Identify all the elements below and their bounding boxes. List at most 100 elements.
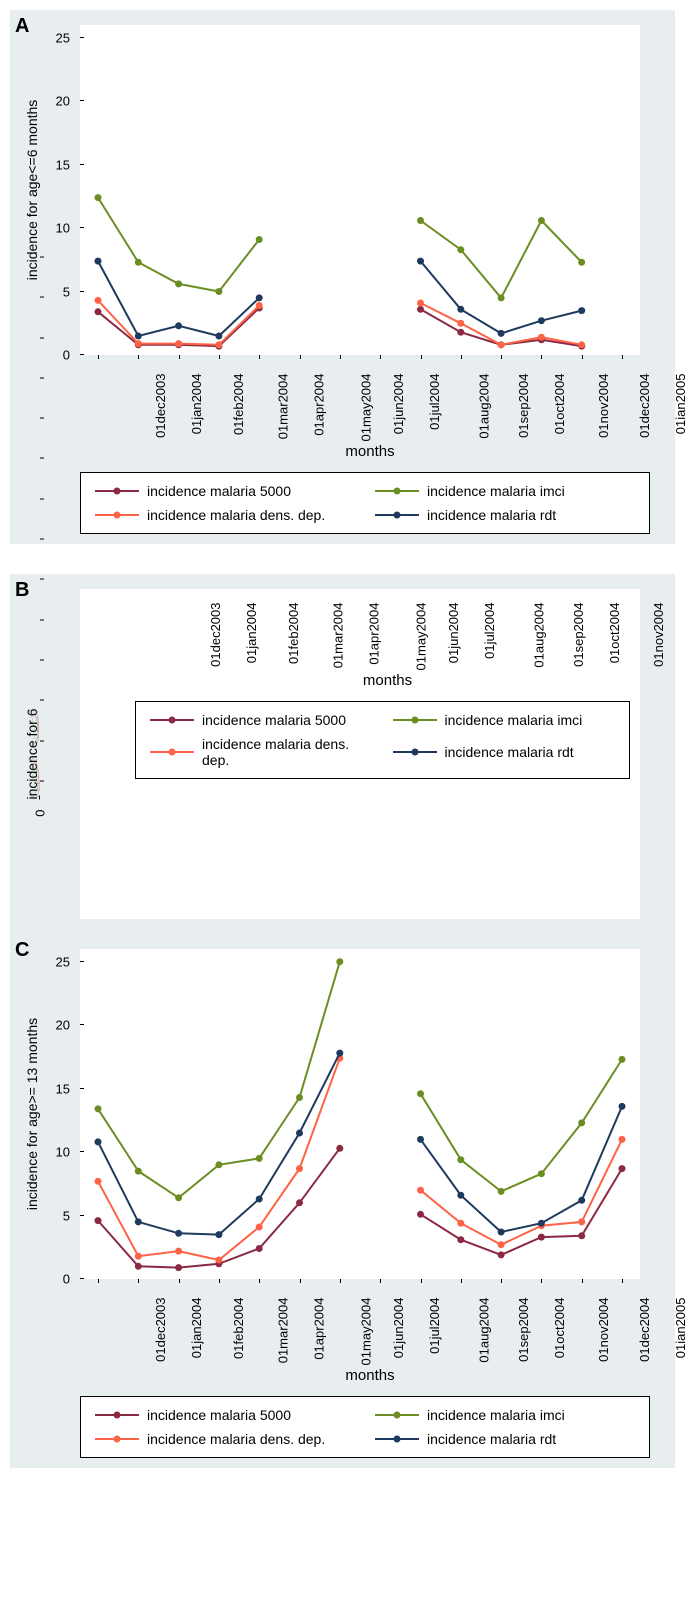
plot-region: incidence for age>= 13 months 0510152025 bbox=[80, 949, 640, 1279]
legend-swatch bbox=[95, 490, 139, 492]
legend-swatch bbox=[375, 1438, 419, 1440]
x-tick-label: 01dec2003 bbox=[208, 603, 223, 667]
x-tick-mark bbox=[300, 355, 301, 359]
x-tick-label: 01jan2004 bbox=[190, 1298, 205, 1359]
legend-label: incidence malaria imci bbox=[427, 483, 565, 499]
x-tick-mark bbox=[179, 355, 180, 359]
x-tick-label: 01jan2005 bbox=[673, 374, 685, 435]
y-tick-label: 20 bbox=[40, 94, 70, 109]
y-tick-label: 10 bbox=[40, 1145, 70, 1160]
legend-label: incidence malaria 5000 bbox=[202, 712, 346, 728]
chart-svg bbox=[80, 949, 640, 1279]
x-tick-mark bbox=[582, 1279, 583, 1283]
x-tick-mark bbox=[40, 377, 44, 378]
legend-label: incidence malaria dens. dep. bbox=[147, 1431, 325, 1447]
x-tick-label: 01mar2004 bbox=[330, 603, 345, 669]
x-tick-mark bbox=[40, 498, 44, 499]
y-ticks: 0510152025 bbox=[70, 25, 80, 355]
x-tick-mark bbox=[40, 418, 44, 419]
x-tick-mark bbox=[219, 355, 220, 359]
y-tick-label: 0 bbox=[40, 1272, 70, 1287]
legend-item: incidence malaria 5000 bbox=[150, 712, 373, 728]
x-tick-labels: 01dec200301jan200401feb200401mar200401ap… bbox=[80, 360, 640, 438]
x-tick-label: 01dec2003 bbox=[153, 1298, 168, 1362]
y-tick-label: 25 bbox=[40, 30, 70, 45]
x-tick-label: 01feb2004 bbox=[286, 603, 301, 664]
x-tick-mark bbox=[40, 337, 44, 338]
x-tick-mark bbox=[40, 740, 44, 741]
x-tick-label: 01may2004 bbox=[358, 1298, 373, 1366]
x-tick-mark bbox=[340, 1279, 341, 1283]
x-tick-mark bbox=[582, 355, 583, 359]
legend-label: incidence malaria imci bbox=[445, 712, 583, 728]
x-tick-mark bbox=[40, 619, 44, 620]
x-tick-label: 01oct2004 bbox=[607, 603, 622, 664]
x-tick-mark bbox=[179, 1279, 180, 1283]
y-axis-label: incidence for age>= 13 months bbox=[24, 1018, 40, 1210]
legend-swatch bbox=[150, 719, 194, 721]
x-tick-label: 01jul2004 bbox=[427, 374, 442, 430]
y-tick-label: 25 bbox=[40, 954, 70, 969]
x-tick-label: 01oct2004 bbox=[552, 374, 567, 435]
panel-label: B bbox=[15, 579, 29, 602]
y-tick-label: 15 bbox=[40, 1081, 70, 1096]
x-axis-label: months bbox=[80, 1367, 660, 1384]
x-tick-mark bbox=[622, 355, 623, 359]
legend-swatch bbox=[95, 1438, 139, 1440]
x-tick-mark bbox=[622, 1279, 623, 1283]
legend-item: incidence malaria 5000 bbox=[95, 1407, 355, 1423]
x-tick-mark bbox=[98, 1279, 99, 1283]
chart-area: incidence for 6 0510152025 01dec200301ja… bbox=[10, 574, 675, 934]
x-tick-label: 01apr2004 bbox=[312, 1298, 327, 1360]
chart-svg bbox=[80, 25, 640, 355]
y-tick-label: 20 bbox=[40, 1018, 70, 1033]
x-tick-mark bbox=[340, 355, 341, 359]
x-tick-mark bbox=[461, 355, 462, 359]
x-tick-mark bbox=[461, 1279, 462, 1283]
legend-item: incidence malaria dens. dep. bbox=[150, 736, 373, 768]
legend: incidence malaria 5000 incidence malaria… bbox=[135, 701, 630, 779]
x-tick-label: 01nov2004 bbox=[596, 1298, 611, 1362]
x-tick-label: 01jun2004 bbox=[446, 603, 461, 664]
x-tick-mark bbox=[501, 1279, 502, 1283]
x-tick-mark bbox=[138, 355, 139, 359]
x-tick-mark bbox=[300, 1279, 301, 1283]
x-tick-label: 01jun2004 bbox=[391, 374, 406, 435]
x-tick-mark bbox=[40, 297, 44, 298]
legend-label: incidence malaria rdt bbox=[427, 507, 556, 523]
x-tick-label: 01jul2004 bbox=[427, 1298, 442, 1354]
x-tick-mark bbox=[380, 355, 381, 359]
y-tick-label: 5 bbox=[40, 284, 70, 299]
x-tick-label: 01sep2004 bbox=[516, 374, 531, 438]
y-ticks: 0510152025 bbox=[70, 949, 80, 1279]
x-tick-mark bbox=[40, 700, 44, 701]
plot-region: incidence for 6 0510152025 01dec200301ja… bbox=[80, 589, 640, 919]
legend-label: incidence malaria 5000 bbox=[147, 483, 291, 499]
legend-swatch bbox=[375, 1414, 419, 1416]
x-tick-label: 01jul2004 bbox=[482, 603, 497, 659]
chart-area: incidence for age<=6 months 0510152025 0… bbox=[10, 10, 675, 544]
x-tick-label: 01mar2004 bbox=[275, 374, 290, 440]
panel-C: C incidence for age>= 13 months 05101520… bbox=[10, 934, 675, 1468]
x-tick-mark bbox=[259, 355, 260, 359]
x-tick-mark bbox=[219, 1279, 220, 1283]
x-tick-label: 01may2004 bbox=[413, 603, 428, 671]
x-tick-label: 01apr2004 bbox=[367, 603, 382, 665]
x-tick-mark bbox=[138, 1279, 139, 1283]
legend: incidence malaria 5000 incidence malaria… bbox=[80, 472, 650, 534]
legend-item: incidence malaria imci bbox=[375, 1407, 635, 1423]
x-tick-label: 01sep2004 bbox=[571, 603, 586, 667]
x-tick-label: 01aug2004 bbox=[476, 1298, 491, 1363]
x-tick-labels: 01dec200301jan200401feb200401mar200401ap… bbox=[80, 1284, 640, 1362]
x-tick-label: 01dec2004 bbox=[637, 1298, 652, 1362]
x-tick-label: 01mar2004 bbox=[275, 1298, 290, 1364]
x-tick-label: 01sep2004 bbox=[516, 1298, 531, 1362]
x-tick-mark bbox=[380, 1279, 381, 1283]
x-tick-label: 01jan2004 bbox=[190, 374, 205, 435]
legend-label: incidence malaria dens. dep. bbox=[147, 507, 325, 523]
x-axis-label: months bbox=[80, 443, 660, 460]
x-tick-mark bbox=[40, 781, 44, 782]
x-tick-label: 01oct2004 bbox=[552, 1298, 567, 1359]
x-tick-mark bbox=[40, 579, 44, 580]
x-tick-mark bbox=[98, 355, 99, 359]
